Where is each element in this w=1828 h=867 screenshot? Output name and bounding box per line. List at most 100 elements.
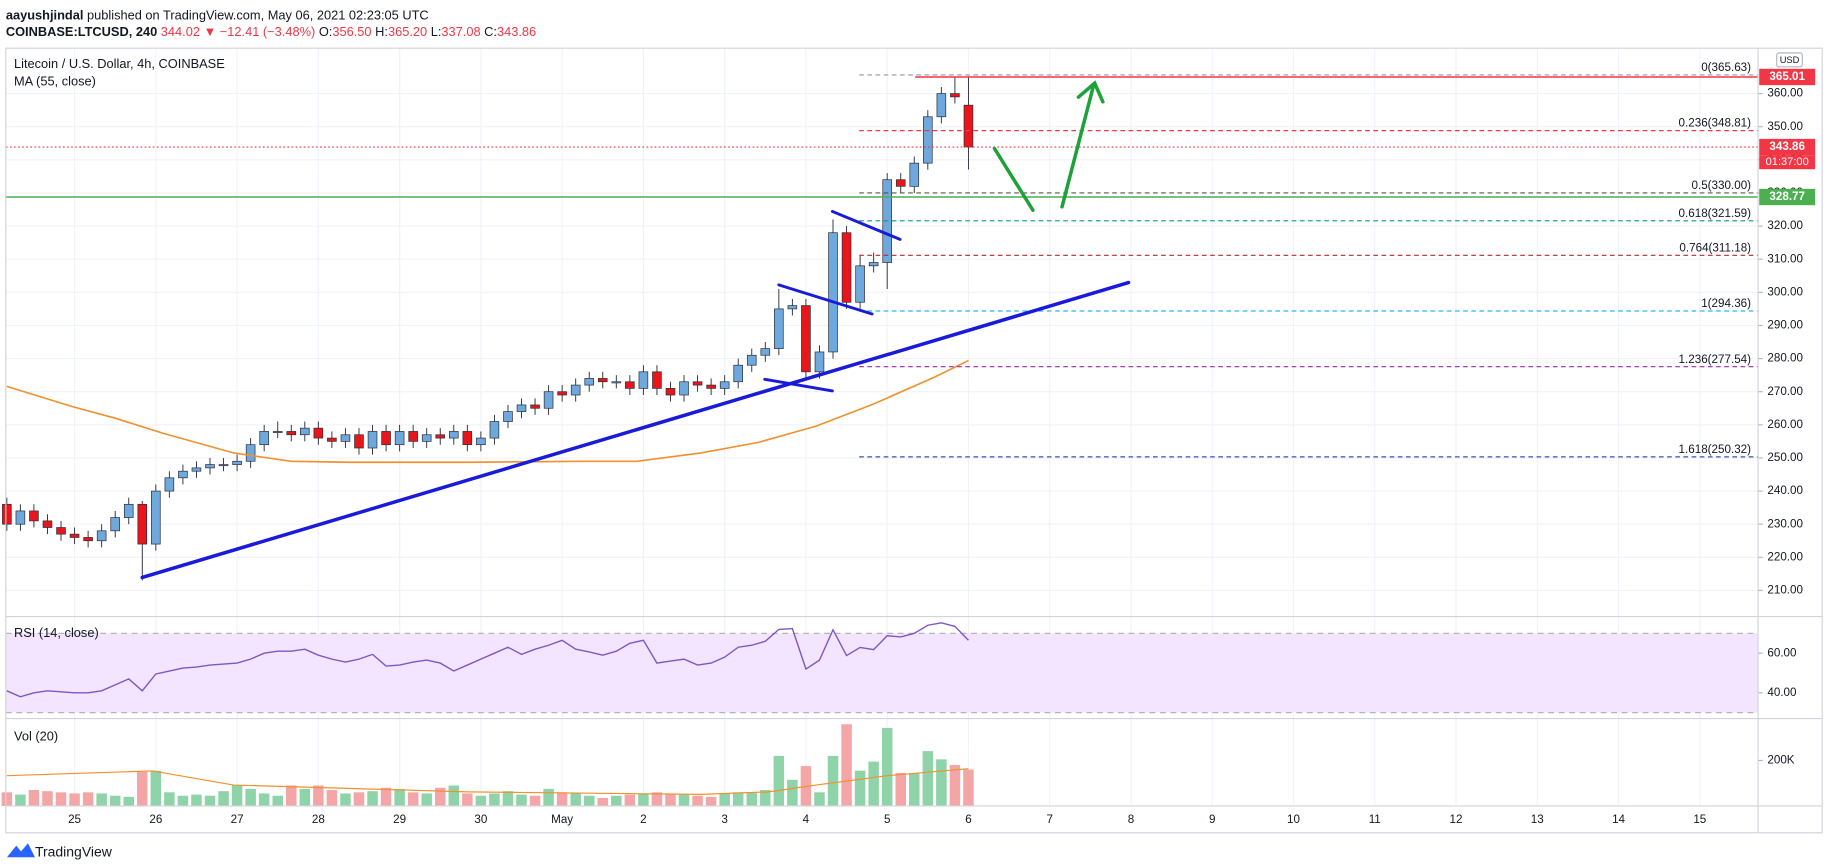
- candle-body: [232, 460, 242, 465]
- trend-line: [140, 280, 1131, 580]
- frame-border: [5, 47, 1823, 834]
- volume-bar: [164, 792, 175, 806]
- price-label: 343.86: [1769, 140, 1805, 153]
- fib-label: 1.236(277.54): [1679, 353, 1752, 366]
- price-label: 365.01: [1769, 70, 1805, 83]
- change: ▼ −12.41 (−3.48%): [204, 24, 316, 39]
- volume-ma: [6, 768, 969, 795]
- volume-bar: [231, 785, 243, 806]
- y-tick-label: 300.00: [1767, 285, 1803, 298]
- candle-body: [83, 537, 93, 542]
- fib-label: 0.5(330.00): [1692, 179, 1752, 192]
- last-price: 344.02: [161, 24, 200, 39]
- y-tick-label: 240.00: [1767, 484, 1803, 497]
- volume-bar: [651, 792, 663, 806]
- x-tick-label: 7: [1046, 813, 1052, 826]
- ohlc-value: 343.86: [497, 24, 536, 39]
- volume-bar: [475, 795, 487, 806]
- y-tick-label: 280.00: [1767, 352, 1803, 365]
- candle-body: [178, 470, 188, 479]
- volume-bar: [434, 787, 446, 806]
- price-label-box: [1759, 188, 1816, 206]
- volume-bar: [841, 724, 852, 806]
- candle-body: [327, 437, 337, 442]
- candle-body: [950, 93, 960, 98]
- candle-body: [205, 464, 215, 469]
- volume-bar: [109, 795, 121, 806]
- volume-bar: [69, 793, 80, 806]
- price-label: 328.77: [1769, 190, 1805, 203]
- candle-body: [814, 351, 825, 373]
- y-tick-label: 290.00: [1767, 319, 1803, 332]
- y-tick-label: 260.00: [1767, 418, 1803, 431]
- y-tick-label: 230.00: [1767, 517, 1803, 530]
- volume-bar: [204, 795, 216, 806]
- candle-body: [570, 384, 581, 396]
- x-tick-label: 6: [965, 813, 971, 826]
- arrow-down: [992, 146, 1035, 212]
- ohlc-value: 337.08: [441, 24, 480, 39]
- x-tick-label: 3: [721, 813, 727, 826]
- brand: TradingView: [35, 843, 113, 859]
- candle-body: [774, 308, 784, 349]
- ohlc-label: C:: [484, 24, 497, 39]
- volume-bar: [82, 792, 94, 806]
- price-label-box: [1759, 138, 1816, 156]
- symbol: COINBASE:LTCUSD, 240: [6, 24, 157, 39]
- y-tick-label: 270.00: [1767, 385, 1803, 398]
- volume-bar: [191, 794, 202, 806]
- volume-bar: [624, 794, 636, 806]
- volume-bar: [55, 792, 67, 806]
- fib-label: 1(294.36): [1701, 297, 1751, 310]
- y-tick-label: 350.00: [1767, 120, 1803, 133]
- x-tick-label: 26: [149, 813, 162, 826]
- candle-body: [584, 378, 595, 386]
- volume-bar: [678, 794, 690, 806]
- candle-body: [936, 93, 947, 118]
- volume-bar: [881, 727, 893, 806]
- x-tick-label: 28: [312, 813, 325, 826]
- fib-label: 0.618(321.59): [1679, 207, 1752, 220]
- volume-bar: [340, 793, 351, 806]
- candle-body: [516, 404, 527, 412]
- volume-bar: [787, 779, 798, 806]
- candle-body: [2, 503, 12, 525]
- volume-bar: [895, 772, 906, 806]
- candle-body: [300, 427, 310, 436]
- volume-bar: [638, 793, 649, 806]
- candle-body: [164, 477, 175, 492]
- legend-entry: MA (55, close): [14, 73, 96, 88]
- x-tick-label: 25: [68, 813, 81, 826]
- volume-bar: [773, 755, 785, 806]
- candle-body: [191, 467, 202, 472]
- price-label-box: [1759, 68, 1816, 86]
- rsi-band: [5, 633, 1759, 713]
- volume-bar: [692, 795, 703, 806]
- volume-bar: [137, 771, 148, 806]
- candle-body: [733, 364, 743, 383]
- volume-bar: [42, 791, 53, 806]
- x-tick-label: May: [551, 813, 573, 826]
- arrow-head: [1076, 80, 1105, 104]
- volume-bar: [380, 787, 392, 806]
- volume-bar: [462, 793, 473, 806]
- candle-body: [719, 381, 730, 389]
- candle-body: [123, 503, 134, 518]
- x-tick-label: 11: [1369, 813, 1381, 826]
- author: aayushjindal: [6, 8, 84, 23]
- volume-bar: [583, 795, 595, 806]
- candle-body: [679, 381, 689, 396]
- candle-body: [855, 265, 865, 303]
- candle-body: [259, 431, 269, 446]
- fib-label: 0.764(311.18): [1679, 241, 1751, 254]
- volume-bar: [719, 793, 730, 806]
- candle-body: [476, 437, 486, 446]
- volume-bar: [272, 795, 283, 806]
- candle-body: [367, 431, 378, 449]
- candle-body: [625, 381, 635, 389]
- candle-body: [503, 411, 513, 422]
- volume-bar: [814, 792, 825, 806]
- candle-body: [29, 510, 39, 522]
- x-tick-label: 12: [1450, 813, 1463, 826]
- candle-body: [96, 530, 107, 542]
